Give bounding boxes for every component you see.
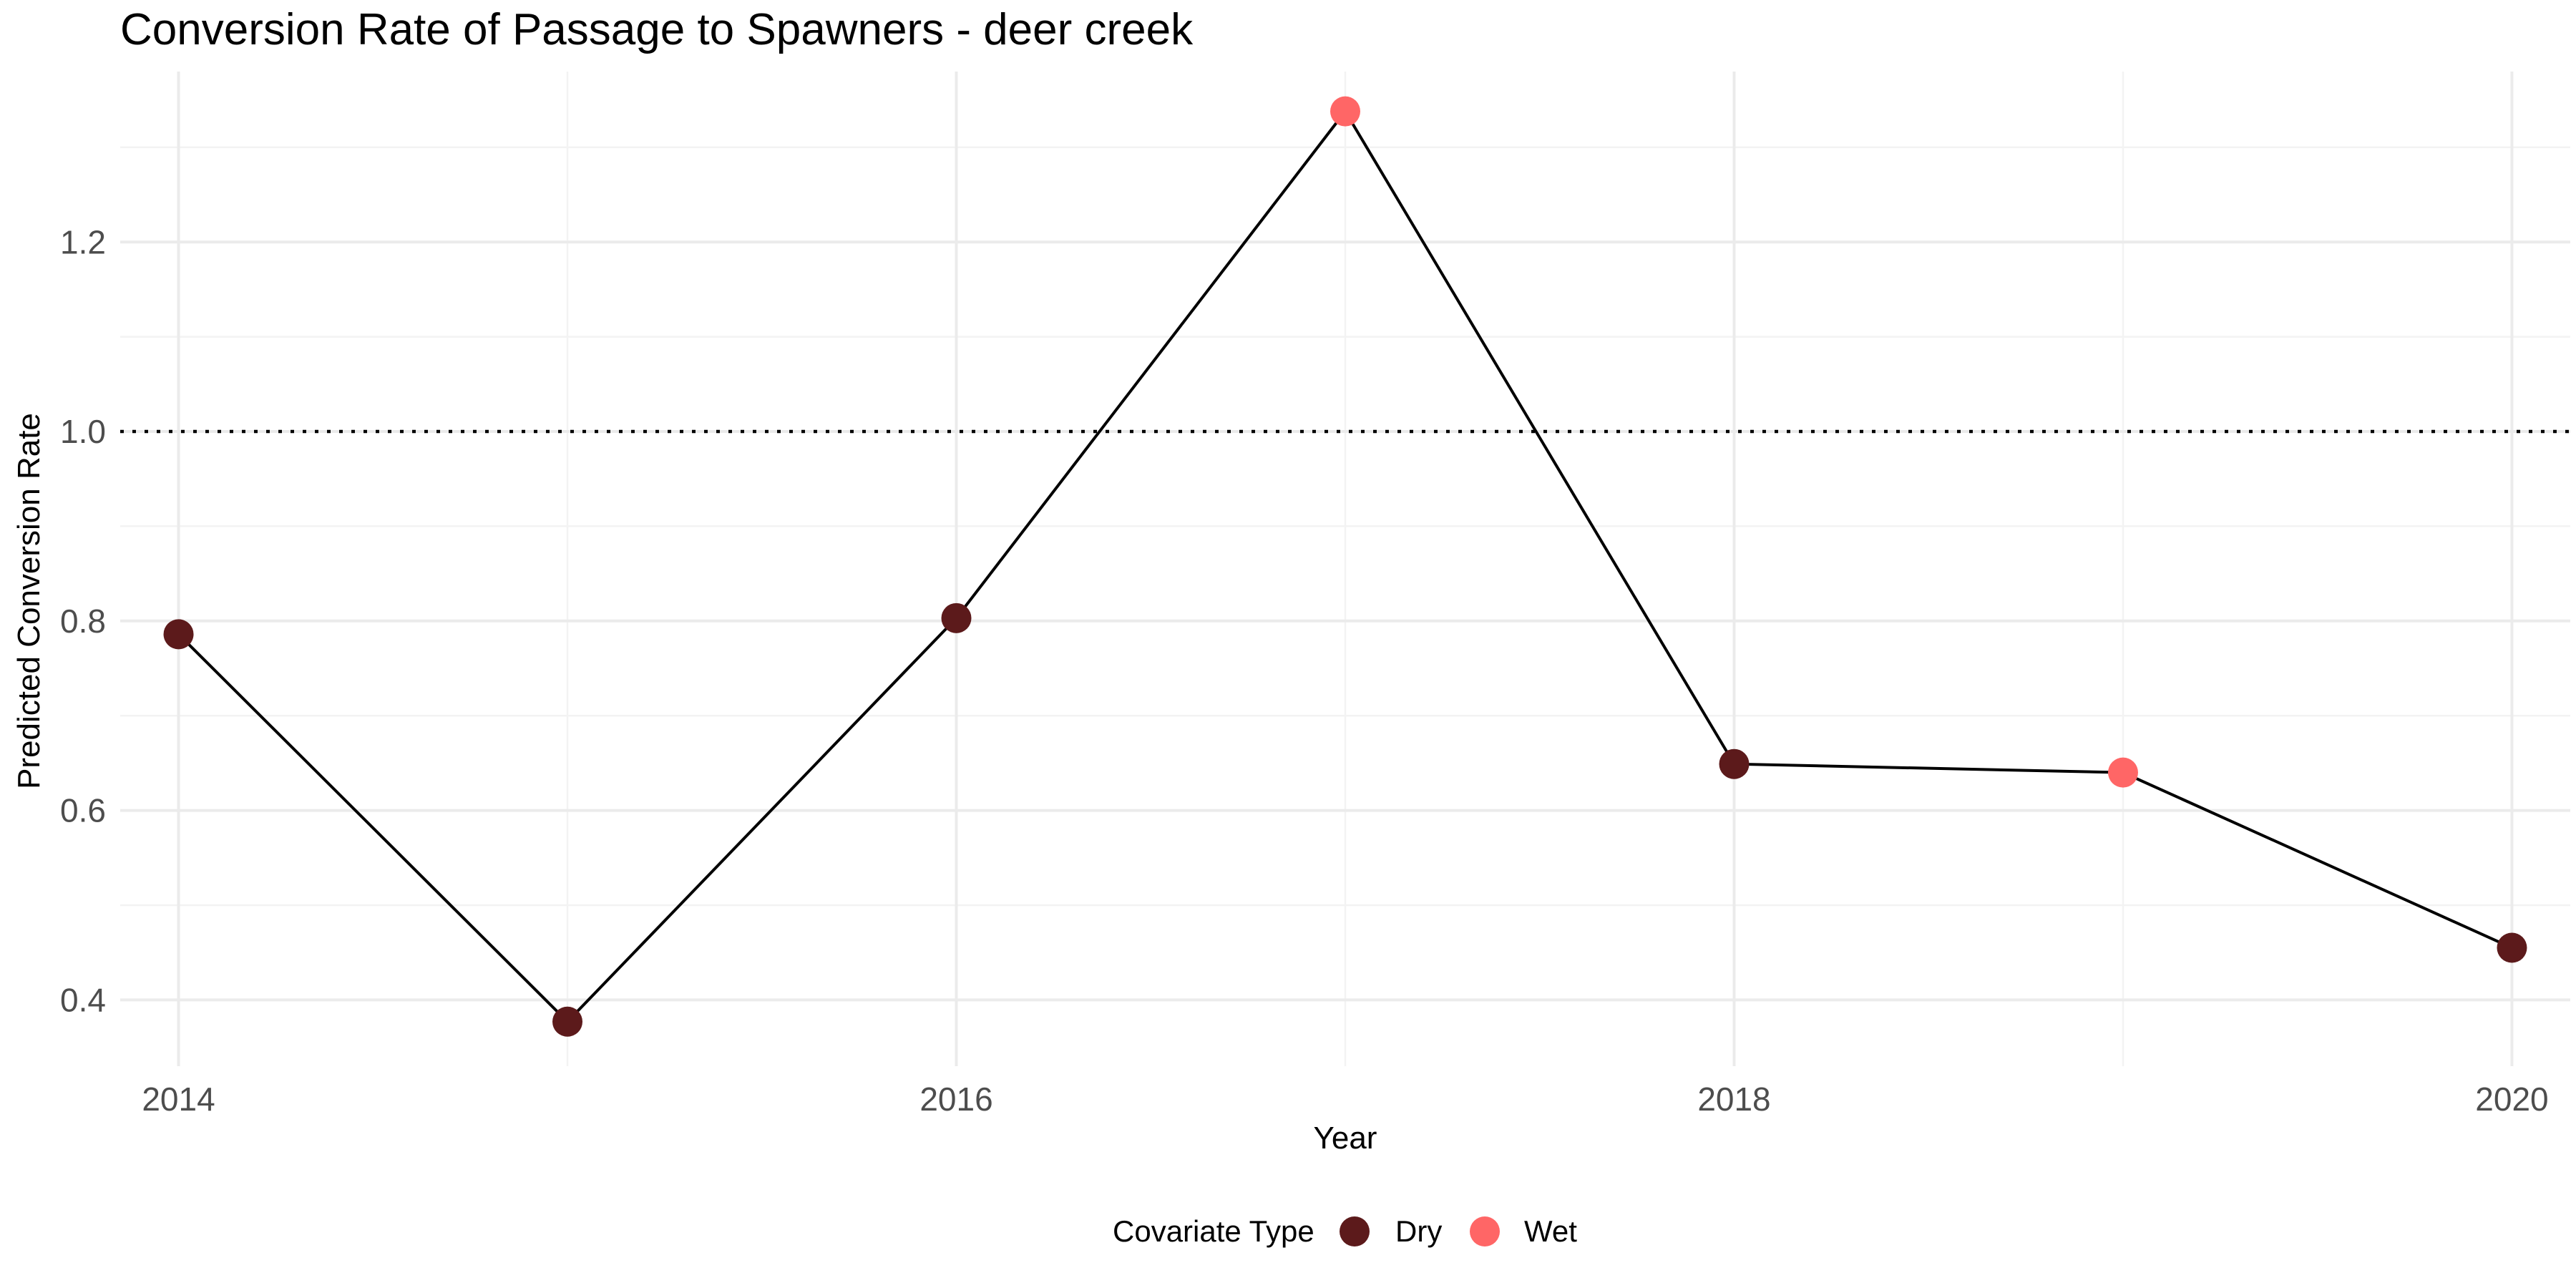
data-point-2019 [2107, 757, 2138, 788]
y-tick-label: 1.0 [60, 413, 106, 450]
y-tick-label: 0.4 [60, 981, 106, 1018]
legend-label-dry: Dry [1395, 1214, 1442, 1248]
legend-title: Covariate Type [1113, 1214, 1314, 1248]
data-point-2017 [1330, 96, 1360, 127]
legend-label-wet: Wet [1524, 1214, 1577, 1248]
data-points [163, 96, 2527, 1037]
data-point-2020 [2497, 932, 2527, 963]
major-gridlines [120, 72, 2570, 1066]
x-tick-label: 2014 [142, 1080, 215, 1118]
x-axis-tick-labels: 2014 2016 2018 2020 [142, 1080, 2548, 1118]
y-tick-label: 0.6 [60, 792, 106, 829]
data-point-2014 [163, 619, 194, 650]
x-axis-title: Year [1314, 1121, 1377, 1156]
chart-title: Conversion Rate of Passage to Spawners -… [120, 5, 1194, 54]
y-axis-title: Predicted Conversion Rate [11, 413, 47, 789]
y-tick-label: 0.8 [60, 602, 106, 640]
legend-key-wet [1470, 1216, 1500, 1246]
legend-key-dry [1340, 1216, 1370, 1246]
x-tick-label: 2016 [919, 1080, 992, 1118]
x-tick-label: 2018 [1697, 1080, 1770, 1118]
data-point-2015 [552, 1006, 583, 1037]
x-tick-label: 2020 [2475, 1080, 2548, 1118]
y-axis-tick-labels: 0.4 0.6 0.8 1.0 1.2 [60, 223, 106, 1018]
legend: Covariate Type Dry Wet [1113, 1214, 1577, 1248]
data-point-2018 [1719, 748, 1750, 779]
data-point-2016 [941, 602, 972, 633]
minor-gridlines [120, 72, 2570, 1066]
y-tick-label: 1.2 [60, 223, 106, 260]
